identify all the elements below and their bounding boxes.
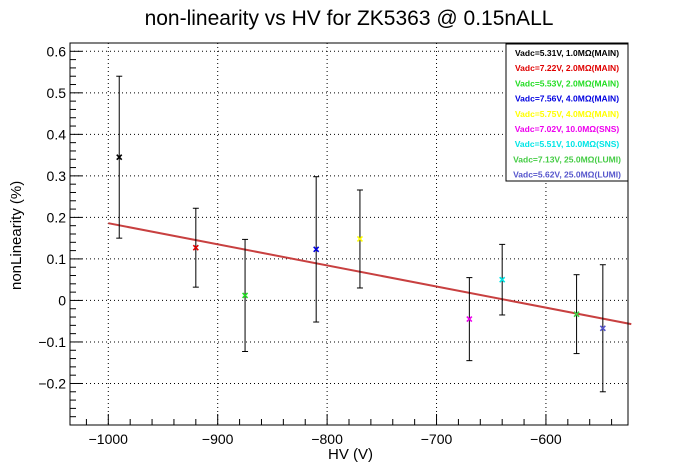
- y-tick-label: −0.2: [38, 375, 66, 391]
- axes-ticks: −1000 −900 −800 −700 −600 −0.2 −0.1 0 0.1 0.2 0.3 0…: [38, 43, 613, 447]
- x-tick-label: −900: [202, 431, 234, 447]
- x-tick-label: −700: [421, 431, 453, 447]
- y-tick-label: 0.6: [47, 43, 67, 59]
- data-point-marker: [313, 246, 320, 253]
- x-tick-label: −800: [311, 431, 343, 447]
- legend-entry: Vadc=5.62V, 25.0MΩ(LUMI): [513, 170, 621, 180]
- data-point-marker: [499, 276, 506, 283]
- legend-entry: Vadc=7.02V, 10.0MΩ(SNS): [515, 124, 620, 134]
- data-point-marker: [599, 325, 606, 332]
- data-points: [116, 75, 606, 393]
- y-tick-label: 0.1: [47, 251, 67, 267]
- legend-entry: Vadc=5.53V, 2.0MΩ(MAIN): [515, 78, 619, 88]
- y-tick-label: 0.4: [47, 126, 67, 142]
- y-tick-label: 0.5: [47, 85, 67, 101]
- legend: Vadc=5.31V, 1.0MΩ(MAIN) Vadc=7.22V, 2.0MΩ…: [505, 43, 629, 182]
- chart-title: non-linearity vs HV for ZK5363 @ 0.15nAL…: [145, 7, 554, 30]
- legend-box: [505, 43, 629, 182]
- data-point-marker: [116, 154, 123, 161]
- y-tick-label: 0: [58, 292, 66, 308]
- data-point-marker: [192, 244, 199, 251]
- data-point-marker: [241, 292, 249, 299]
- y-tick-label: 0.3: [47, 168, 67, 184]
- data-point-marker: [356, 235, 364, 243]
- legend-entry: Vadc=7.56V, 4.0MΩ(MAIN): [515, 94, 619, 104]
- y-axis-label: nonLinearity (%): [8, 181, 25, 290]
- x-tick-label: −600: [530, 431, 562, 447]
- legend-entry: Vadc=5.31V, 1.0MΩ(MAIN): [515, 48, 619, 58]
- x-tick-label: −1000: [89, 431, 129, 447]
- y-tick-label: 0.2: [47, 209, 67, 225]
- legend-entry: Vadc=7.13V, 25.0MΩ(LUMI): [513, 154, 621, 164]
- legend-entry: Vadc=7.22V, 2.0MΩ(MAIN): [515, 63, 619, 73]
- legend-items: Vadc=5.31V, 1.0MΩ(MAIN) Vadc=7.22V, 2.0MΩ…: [513, 48, 621, 180]
- data-point-marker: [573, 311, 580, 318]
- y-tick-label: −0.1: [38, 334, 66, 350]
- legend-entry: Vadc=5.51V, 10.0MΩ(SNS): [515, 139, 620, 149]
- legend-entry: Vadc=5.75V, 4.0MΩ(MAIN): [515, 109, 619, 119]
- x-axis-label: HV (V): [328, 446, 373, 463]
- data-point-marker: [466, 316, 473, 323]
